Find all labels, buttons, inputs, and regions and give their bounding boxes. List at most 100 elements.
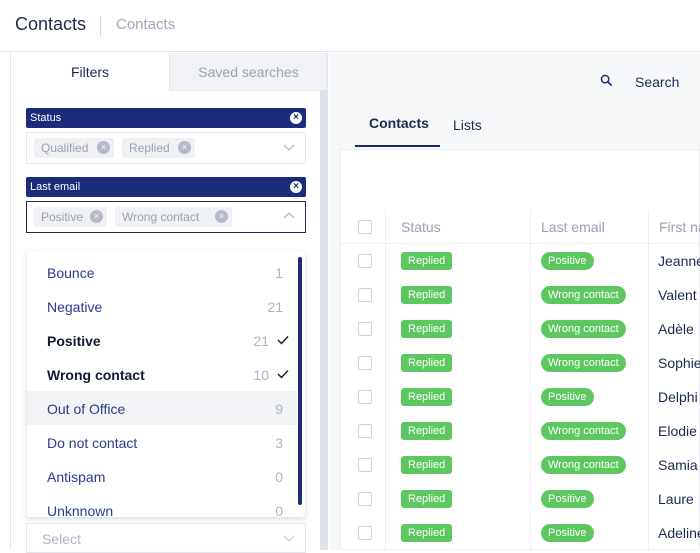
remove-tag-icon[interactable]: × [215,210,228,223]
row-checkbox[interactable] [358,288,372,302]
tab-filters[interactable]: Filters [11,53,169,91]
last-email-badge: Wrong contact [541,456,626,474]
table-row[interactable]: Replied Wrong contact Adèle [341,312,700,346]
last-email-badge: Wrong contact [541,286,626,304]
last-email-dropdown: Bounce 1 Negative 21 Positive 21 Wrong c… [27,251,305,517]
tag-label: Qualified [41,141,89,155]
first-name-cell: Jeanne [658,253,700,269]
tag-label: Replied [129,141,170,155]
column-status[interactable]: Status [401,219,441,235]
status-badge: Replied [401,524,453,542]
chevron-down-icon[interactable] [283,533,295,543]
row-checkbox[interactable] [358,356,372,370]
option-count: 10 [253,367,269,383]
option-wrong-contact[interactable]: Wrong contact 10 [27,357,297,391]
last-email-badge: Wrong contact [541,422,626,440]
status-badge: Replied [401,422,453,440]
first-name-cell: Samia [658,457,698,473]
row-checkbox[interactable] [358,458,372,472]
option-label: Bounce [47,265,95,281]
panel-scrollbar[interactable] [320,91,327,550]
dropdown-scrollbar[interactable] [298,257,302,505]
next-filter-select[interactable]: Select [26,523,306,553]
last-email-badge: Positive [541,490,594,508]
option-bounce[interactable]: Bounce 1 [27,255,297,289]
option-count: 3 [275,435,283,451]
option-count: 9 [275,401,283,417]
row-checkbox[interactable] [358,322,372,336]
top-bar: Contacts Contacts [0,0,700,52]
option-count: 0 [275,503,283,517]
status-badge: Replied [401,286,453,304]
option-label: Do not contact [47,435,138,451]
row-checkbox[interactable] [358,390,372,404]
table-row[interactable]: Replied Positive Delphi [341,380,700,414]
table-row[interactable]: Replied Wrong contact Elodie [341,414,700,448]
option-do-not-contact[interactable]: Do not contact 3 [27,425,297,459]
table-row[interactable]: Replied Positive Adeline [341,516,700,550]
last-email-badge: Positive [541,252,594,270]
status-badge: Replied [401,252,453,270]
column-first-name[interactable]: First na [659,219,700,235]
last-email-filter-label: Last email [30,181,81,193]
status-tag-replied: Replied × [122,138,195,158]
contacts-table: Status Last email First na Replied Positi… [340,149,700,551]
table-header: Status Last email First na [341,210,700,244]
table-row[interactable]: Replied Wrong contact Valent [341,278,700,312]
table-row[interactable]: Replied Positive Jeanne [341,244,700,278]
row-checkbox[interactable] [358,526,372,540]
option-label: Negative [47,299,103,315]
first-name-cell: Delphi [658,389,698,405]
option-antispam[interactable]: Antispam 0 [27,459,297,493]
remove-tag-icon[interactable]: × [97,141,110,154]
table-row[interactable]: Replied Wrong contact Sophie [341,346,700,380]
status-badge: Replied [401,456,453,474]
checkmark-icon [277,370,289,379]
table-row[interactable]: Replied Wrong contact Samia [341,448,700,482]
row-checkbox[interactable] [358,492,372,506]
status-badge: Replied [401,388,453,406]
option-positive[interactable]: Positive 21 [27,323,297,357]
chevron-down-icon[interactable] [283,142,295,152]
remove-last-email-filter-icon[interactable]: × [290,181,302,193]
column-divider [385,210,386,551]
option-out-of-office[interactable]: Out of Office 9 [27,391,297,425]
remove-tag-icon[interactable]: × [90,210,103,223]
first-name-cell: Valent [658,287,697,303]
option-label: Out of Office [47,401,126,417]
status-select[interactable]: Qualified × Replied × [26,132,306,164]
tag-label: Positive [41,210,84,224]
option-unknown[interactable]: Unknnown 0 [27,493,297,517]
remove-tag-icon[interactable]: × [178,141,191,154]
select-all-checkbox[interactable] [358,220,372,234]
option-count: 1 [275,265,283,281]
option-count: 21 [267,299,283,315]
row-checkbox[interactable] [358,424,372,438]
status-badge: Replied [401,490,453,508]
tab-contacts[interactable]: Contacts [355,113,440,147]
tab-lists[interactable]: Lists [453,117,482,133]
option-negative[interactable]: Negative 21 [27,289,297,323]
search-icon[interactable] [600,74,613,87]
status-tag-qualified: Qualified × [34,138,114,158]
option-label: Unknnown [47,503,114,517]
column-divider [530,210,531,551]
divider [100,16,101,36]
table-row[interactable]: Replied Positive Laure [341,482,700,516]
column-divider [648,210,649,551]
status-filter-label: Status [30,112,62,124]
option-count: 21 [253,333,269,349]
last-email-badge: Wrong contact [541,320,626,338]
column-last-email[interactable]: Last email [541,219,605,235]
first-name-cell: Sophie [658,355,700,371]
search-button[interactable]: Search [635,74,680,90]
tag-label: Wrong contact [122,210,200,224]
select-placeholder: Select [42,531,81,547]
tab-saved-searches[interactable]: Saved searches [169,53,327,91]
row-checkbox[interactable] [358,254,372,268]
chevron-up-icon[interactable] [283,211,295,221]
last-email-select[interactable]: Positive × Wrong contact × [26,201,306,233]
breadcrumb[interactable]: Contacts [116,16,176,33]
first-name-cell: Adeline [658,525,700,541]
remove-status-filter-icon[interactable]: × [290,112,302,124]
